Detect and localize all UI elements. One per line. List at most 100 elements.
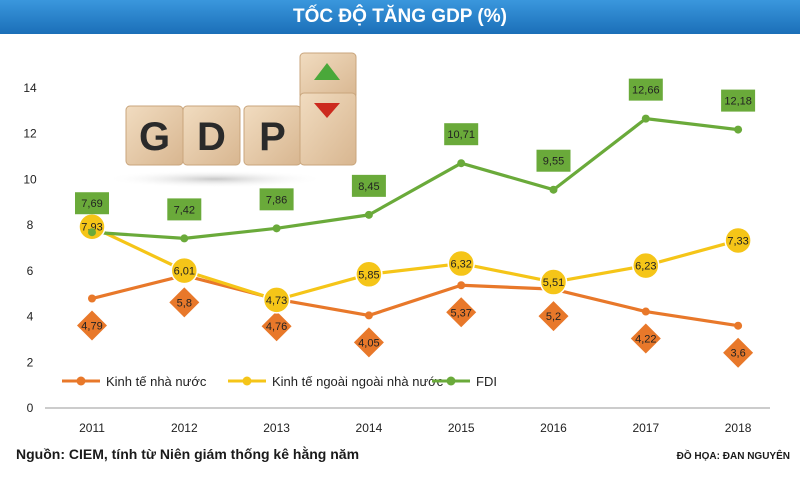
legend-marker [76, 376, 86, 386]
data-label-marker [351, 174, 386, 197]
arrow-block [299, 52, 357, 166]
gdp-block-d: D [182, 105, 241, 166]
data-label: 4,05 [358, 337, 379, 349]
block-letter: G [139, 115, 170, 159]
credit-note: ĐỒ HỌA: ĐAN NGUYÊN [676, 451, 790, 462]
data-label-marker [444, 123, 479, 146]
data-label: 12,18 [724, 96, 752, 108]
gdp-block-g: G [125, 105, 184, 166]
data-label: 5,2 [546, 311, 561, 323]
data-label-marker [167, 198, 202, 221]
data-label-marker [536, 149, 571, 172]
legend-item: Kinh tế ngoài ngoài nhà nước [228, 374, 444, 389]
data-label: 7,33 [727, 235, 748, 247]
data-point [447, 249, 475, 278]
data-point [734, 125, 743, 134]
data-label-marker [259, 188, 294, 211]
data-point [641, 114, 650, 123]
chart-title: TỐC ĐỘ TĂNG GDP (%) [293, 6, 507, 27]
data-label-marker [538, 301, 569, 332]
data-label: 3,6 [730, 348, 745, 360]
source-note: Nguồn: CIEM, tính từ Niên giám thống kê … [16, 446, 360, 462]
data-label: 4,79 [81, 321, 102, 333]
data-label-marker [446, 297, 477, 328]
data-point [539, 268, 568, 296]
data-label: 7,93 [81, 222, 102, 234]
data-label-marker [630, 323, 661, 354]
data-point [549, 185, 558, 194]
legend-item: FDI [432, 374, 497, 389]
data-point [734, 321, 743, 330]
data-point [364, 311, 373, 320]
x-tick-label: 2012 [171, 421, 198, 435]
block-shadow [105, 170, 325, 188]
data-label-marker [353, 327, 384, 358]
y-tick-label: 2 [27, 355, 34, 369]
series-line [90, 117, 740, 240]
legend-marker [242, 376, 252, 386]
legend-label: Kinh tế nhà nước [106, 374, 207, 389]
data-label: 5,51 [543, 277, 564, 289]
data-label: 5,37 [450, 307, 471, 319]
x-tick-label: 2016 [540, 421, 567, 435]
data-point [88, 228, 96, 237]
data-label: 6,32 [450, 259, 471, 271]
block-letter: D [197, 115, 226, 159]
legend-label: Kinh tế ngoài ngoài nhà nước [272, 374, 444, 389]
block-letter: P [259, 115, 286, 159]
x-tick-label: 2011 [79, 421, 105, 435]
data-label: 7,86 [266, 194, 287, 206]
data-label: 6,23 [635, 261, 656, 273]
data-point [88, 294, 96, 303]
data-label: 4,73 [266, 295, 287, 307]
x-tick-label: 2015 [448, 421, 475, 435]
data-label: 4,76 [266, 321, 287, 333]
data-point [262, 286, 291, 314]
y-tick-label: 4 [27, 310, 34, 324]
data-point [724, 226, 752, 255]
data-point [457, 159, 466, 168]
legend: Kinh tế nhà nước Kinh tế ngoài ngoài nhà … [62, 374, 497, 389]
x-tick-label: 2013 [263, 421, 290, 435]
data-label: 10,71 [447, 129, 475, 141]
data-label: 7,69 [81, 198, 102, 210]
series-line [90, 273, 740, 328]
arrow-up-icon [314, 63, 340, 80]
data-label-marker [169, 287, 200, 318]
data-label-marker [723, 337, 754, 368]
title-bar: TỐC ĐỘ TĂNG GDP (%) [0, 0, 800, 34]
x-tick-label: 2014 [356, 421, 383, 435]
y-tick-label: 0 [27, 401, 34, 415]
legend-marker [446, 376, 456, 386]
data-point [355, 260, 383, 289]
data-label-marker [261, 311, 292, 342]
y-tick-label: 10 [23, 172, 37, 186]
data-label-marker [721, 89, 756, 112]
y-tick-label: 8 [27, 218, 34, 232]
data-label: 4,22 [635, 334, 656, 346]
y-tick-label: 12 [23, 127, 37, 141]
series-line [90, 225, 740, 302]
data-label-marker [77, 310, 107, 341]
data-label: 6,01 [174, 266, 195, 278]
y-tick-label: 6 [27, 264, 34, 278]
data-label: 7,42 [174, 204, 195, 216]
data-point [180, 234, 189, 243]
data-point [457, 281, 466, 290]
x-tick-label: 2017 [632, 421, 659, 435]
data-label-marker [75, 192, 109, 215]
legend-label: FDI [476, 374, 497, 389]
data-label: 12,66 [632, 85, 660, 97]
data-label: 5,85 [358, 269, 379, 281]
data-point [170, 256, 199, 285]
data-point [272, 224, 281, 233]
y-tick-label: 14 [23, 81, 37, 95]
data-label: 9,55 [543, 156, 564, 168]
block-face [182, 105, 241, 166]
data-label-marker [628, 78, 663, 101]
data-point [641, 307, 650, 316]
arrow-down-icon [314, 103, 340, 118]
legend-item: Kinh tế nhà nước [62, 374, 207, 389]
